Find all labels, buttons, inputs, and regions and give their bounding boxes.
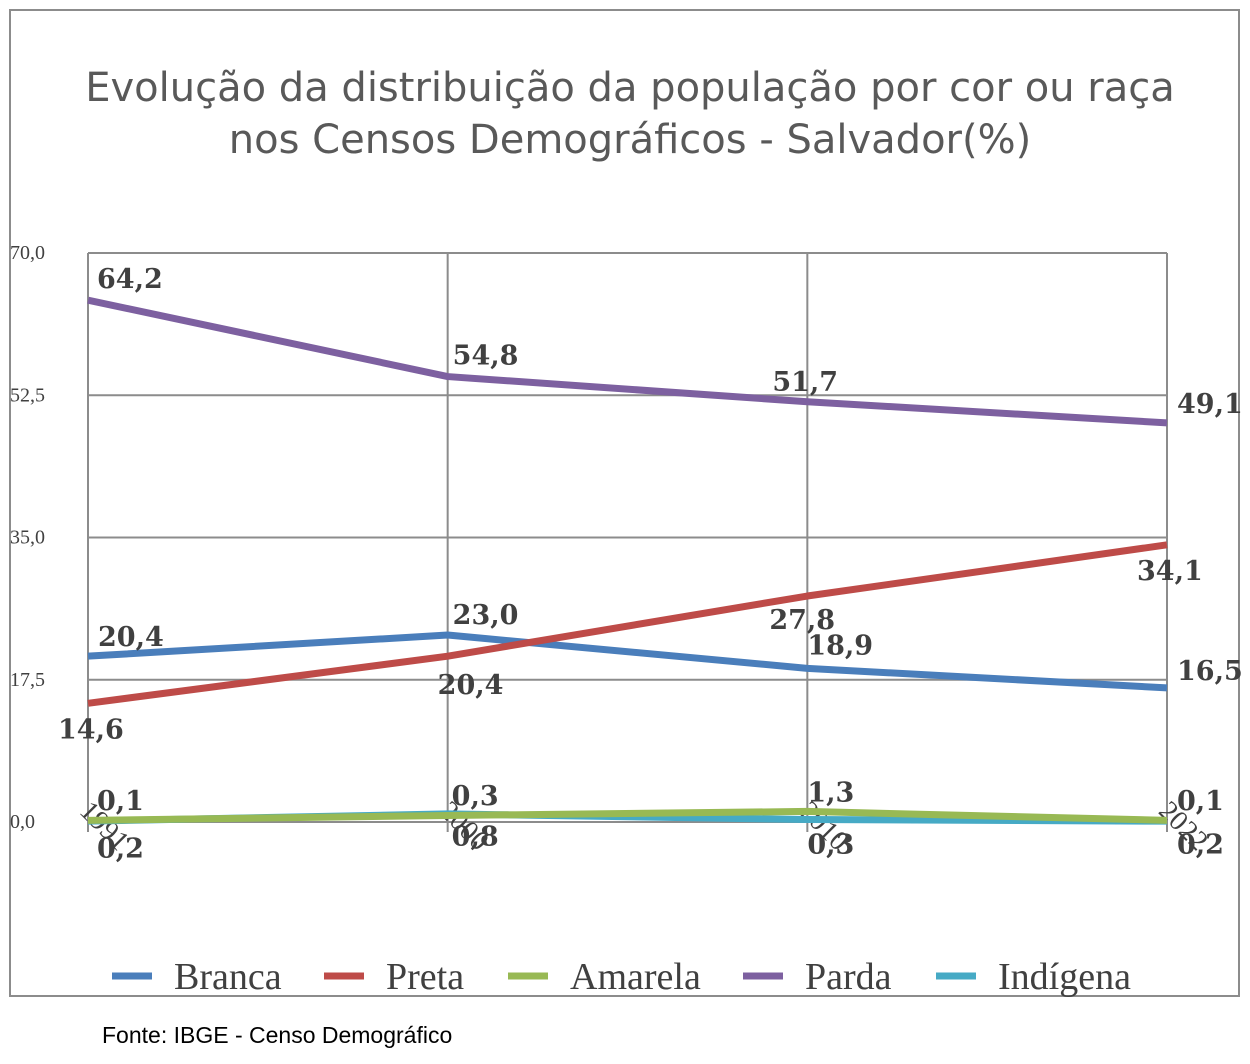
y-tick-label: 35,0: [10, 527, 45, 549]
data-label-indígena: 0,1: [1177, 786, 1224, 817]
y-tick-label: 17,5: [10, 669, 45, 691]
data-label-branca: 23,0: [453, 600, 519, 631]
source-note: Fonte: IBGE - Censo Demográfico: [102, 1022, 453, 1048]
y-tick-label: 0,0: [10, 811, 35, 833]
legend-label-amarela: Amarela: [570, 956, 701, 998]
data-label-parda: 49,1: [1177, 389, 1243, 420]
data-label-preta: 20,4: [438, 670, 504, 701]
data-label-branca: 18,9: [807, 630, 873, 661]
data-label-amarela: 0,8: [452, 821, 499, 852]
gridlines: [87, 252, 1168, 823]
data-label-amarela: 1,3: [807, 777, 854, 808]
data-label-preta: 14,6: [58, 714, 124, 745]
chart-title-line-2: nos Censos Demográficos - Salvador(%): [228, 117, 1032, 163]
legend-label-indígena: Indígena: [998, 956, 1131, 998]
data-label-preta: 27,8: [769, 605, 835, 636]
data-label-parda: 54,8: [453, 341, 519, 372]
series-lines: [87, 296, 1168, 825]
data-label-branca: 16,5: [1177, 656, 1243, 687]
data-label-parda: 51,7: [772, 367, 838, 398]
y-tick-label: 70,0: [10, 242, 45, 264]
legend: Branca Preta Amarela Parda Indígena: [112, 956, 1131, 998]
series-line-preta: [87, 541, 1168, 707]
y-tick-label: 52,5: [10, 384, 45, 406]
data-label-amarela: 0,2: [97, 833, 144, 864]
y-axis: 0,0 17,5 35,0 52,5 70,0: [10, 242, 45, 833]
data-labels: 20,4 23,0 18,9 16,5 14,6 20,4 27,8 34,1 0,2 0,8 1,…: [58, 264, 1243, 864]
series-line-amarela: [87, 807, 1168, 824]
chart-title: Evolução da distribuição da população po…: [0, 62, 1250, 166]
data-label-indígena: 0,3: [452, 781, 499, 812]
data-label-indígena: 0,3: [807, 830, 854, 861]
data-label-indígena: 0,1: [97, 786, 144, 817]
data-label-branca: 20,4: [98, 622, 164, 653]
series-line-branca: [87, 631, 1168, 692]
data-label-amarela: 0,2: [1177, 829, 1224, 860]
data-label-parda: 64,2: [97, 264, 163, 295]
data-label-preta: 34,1: [1137, 556, 1203, 587]
chart-title-line-1: Evolução da distribuição da população po…: [85, 65, 1175, 111]
chart-frame: [9, 9, 1240, 997]
legend-label-preta: Preta: [386, 956, 464, 998]
series-line-parda: [87, 296, 1168, 427]
x-axis: 1991 2000 2010 2022: [73, 795, 1214, 857]
legend-label-parda: Parda: [805, 956, 892, 998]
legend-label-branca: Branca: [174, 956, 282, 998]
